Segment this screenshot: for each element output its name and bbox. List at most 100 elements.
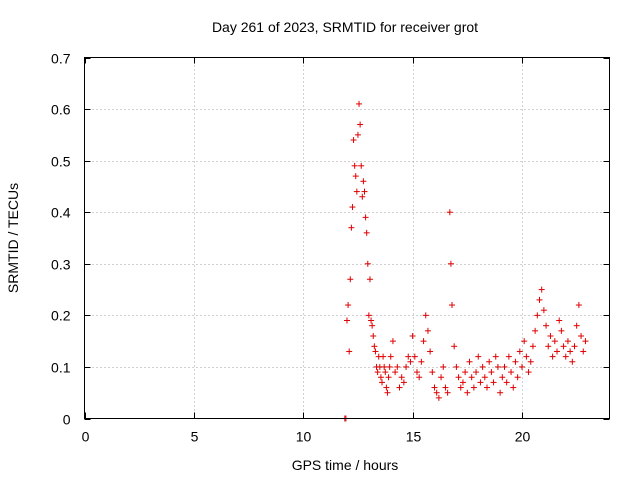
data-point <box>387 353 394 360</box>
data-point <box>357 121 364 128</box>
data-point <box>551 338 558 345</box>
data-point <box>411 353 418 360</box>
data-point <box>540 307 547 314</box>
data-point <box>455 374 462 381</box>
data-point <box>571 343 578 350</box>
data-point <box>420 338 427 345</box>
data-point <box>379 379 385 386</box>
data-point <box>573 322 580 329</box>
data-point <box>396 384 403 391</box>
data-point <box>527 358 534 365</box>
data-point <box>505 353 512 360</box>
data-point <box>361 188 368 195</box>
x-tick-label: 5 <box>191 429 199 445</box>
data-point <box>403 363 410 370</box>
data-point <box>422 312 429 319</box>
data-point <box>363 229 370 236</box>
data-point <box>575 302 582 309</box>
data-point <box>549 353 556 360</box>
data-point <box>348 224 355 231</box>
data-point <box>457 384 464 391</box>
data-point <box>523 353 530 360</box>
data-point <box>556 317 563 324</box>
data-point <box>447 260 454 267</box>
data-point <box>519 363 525 370</box>
data-point <box>429 369 436 376</box>
data-point <box>508 369 515 376</box>
data-point <box>545 343 552 350</box>
data-point <box>345 302 352 309</box>
data-point <box>562 353 569 360</box>
data-point <box>416 374 423 381</box>
data-point <box>346 348 353 355</box>
x-tick-label: 0 <box>82 429 90 445</box>
plot-frame <box>84 57 610 419</box>
data-point <box>365 312 372 319</box>
y-tick-label: 0.1 <box>51 360 71 376</box>
data-point <box>503 379 510 386</box>
data-point <box>475 353 482 360</box>
data-point <box>368 317 375 324</box>
y-tick-label: 0 <box>63 412 71 428</box>
data-point <box>510 384 517 391</box>
axis-ticks <box>84 57 610 420</box>
data-point <box>451 343 458 350</box>
data-point <box>398 374 405 381</box>
x-tick-label: 10 <box>296 429 312 445</box>
data-point <box>516 348 523 355</box>
data-point <box>377 374 384 381</box>
data-point <box>470 384 477 391</box>
data-point <box>486 358 493 365</box>
data-point <box>444 389 451 396</box>
data-point <box>481 374 488 381</box>
data-point <box>521 338 528 345</box>
data-point <box>414 369 420 376</box>
data-point <box>499 374 506 381</box>
data-point <box>356 100 363 107</box>
data-point <box>372 348 379 355</box>
data-point <box>477 379 484 386</box>
data-point <box>386 363 393 370</box>
data-point <box>409 332 416 339</box>
x-tick-labels: 0 5 10 15 20 <box>82 429 531 445</box>
data-point <box>453 363 460 370</box>
data-point <box>534 312 541 319</box>
data-point <box>358 162 365 169</box>
data-point <box>374 369 381 376</box>
data-point <box>488 369 495 376</box>
data-point <box>438 374 445 381</box>
data-point <box>366 276 373 283</box>
data-point <box>525 369 532 376</box>
data-point <box>446 209 453 216</box>
data-point <box>431 384 438 391</box>
y-axis-label: SRMTID / TECUs <box>5 183 21 293</box>
data-point <box>347 276 354 283</box>
y-tick-label: 0.7 <box>51 51 71 67</box>
data-point <box>466 358 473 365</box>
data-point <box>385 374 392 381</box>
data-point <box>514 374 521 381</box>
x-tick-label: 15 <box>406 429 422 445</box>
data-series-srmtid <box>341 100 589 422</box>
data-point <box>538 286 545 293</box>
data-point <box>547 332 554 339</box>
data-point <box>394 363 401 370</box>
data-point <box>580 348 587 355</box>
y-tick-label: 0.2 <box>51 308 71 324</box>
data-point <box>389 338 396 345</box>
data-point <box>567 348 574 355</box>
data-point <box>384 389 391 396</box>
gridlines <box>84 57 610 419</box>
data-point <box>532 327 539 334</box>
data-point <box>380 353 387 360</box>
data-point <box>369 322 376 329</box>
data-point <box>582 338 589 345</box>
data-point <box>351 162 358 169</box>
data-point <box>558 327 565 334</box>
data-point <box>490 379 497 386</box>
data-point <box>464 389 471 396</box>
data-point <box>492 353 499 360</box>
data-point <box>479 363 486 370</box>
data-point <box>392 369 399 376</box>
